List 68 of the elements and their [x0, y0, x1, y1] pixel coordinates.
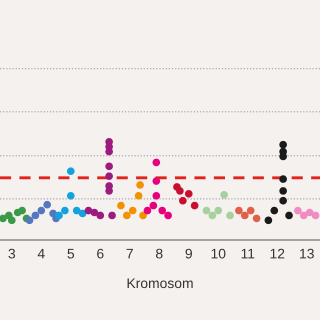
point [37, 206, 46, 214]
point [306, 208, 314, 216]
point [8, 216, 16, 224]
point [32, 212, 40, 220]
point [279, 175, 287, 183]
point [18, 206, 26, 214]
point [264, 216, 272, 224]
point [123, 212, 131, 220]
point [0, 214, 7, 222]
point [285, 212, 293, 220]
point [220, 191, 228, 199]
point [90, 208, 98, 216]
x-tick-label: 5 [67, 248, 74, 259]
x-tick-label: 12 [270, 248, 284, 258]
point [158, 206, 166, 214]
point [252, 214, 260, 222]
point [105, 172, 113, 180]
x-tick-label: 9 [186, 248, 192, 259]
point [294, 206, 302, 214]
x-tick-label: 4 [38, 248, 45, 258]
point [176, 187, 184, 195]
point [128, 206, 137, 214]
point [134, 192, 142, 200]
point [152, 192, 160, 200]
point [144, 206, 152, 214]
point [152, 177, 160, 185]
point [312, 212, 320, 220]
point [26, 216, 34, 224]
point [190, 202, 198, 210]
point [55, 212, 63, 220]
x-tick-label: 8 [156, 248, 163, 259]
point [179, 196, 187, 205]
x-axis-title: Kromosom [128, 278, 193, 288]
point [300, 212, 308, 220]
point [226, 212, 234, 220]
point [202, 206, 210, 214]
point [96, 212, 104, 220]
point [66, 192, 75, 200]
point [164, 212, 172, 220]
point [66, 167, 75, 176]
point [279, 140, 287, 149]
point [72, 206, 80, 214]
point [78, 210, 86, 218]
x-tick-label: 3 [8, 248, 16, 259]
point [240, 212, 249, 220]
point [214, 206, 222, 214]
point [61, 206, 69, 214]
point [117, 202, 125, 210]
point [184, 190, 193, 198]
x-tick-label: 7 [126, 248, 133, 258]
point [105, 162, 113, 170]
point [139, 212, 147, 220]
point [136, 181, 144, 189]
x-tick-label: 13 [300, 248, 314, 259]
point [152, 158, 160, 166]
point [279, 152, 287, 160]
point [279, 187, 287, 195]
point [150, 202, 158, 210]
point [43, 200, 51, 208]
x-tick-label: 6 [97, 248, 104, 259]
point [235, 206, 243, 214]
x-tick-label: 10 [212, 248, 226, 259]
point [246, 206, 254, 214]
point [208, 212, 216, 220]
point [270, 206, 278, 214]
point [108, 212, 116, 220]
x-tick-label: 11 [242, 248, 254, 258]
point [279, 196, 287, 205]
